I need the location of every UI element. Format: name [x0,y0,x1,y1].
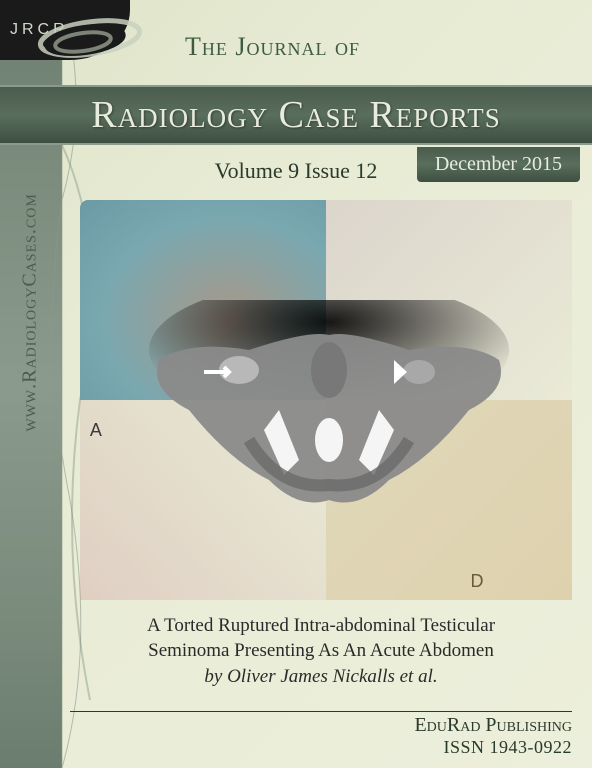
journal-prefix: The Journal of [185,32,360,62]
panel-label-a: A [90,420,102,441]
swirl-logo-icon [35,8,145,78]
publisher-name: EduRad Publishing [414,714,572,737]
composite-image: A D [80,200,572,600]
issue-date: December 2015 [417,147,580,182]
website-url: www.RadiologyCases.com [19,193,42,431]
publisher-block: EduRad Publishing ISSN 1943-0922 [414,714,572,758]
article-title-line2: Seminoma Presenting As An Acute Abdomen [80,638,562,664]
footer-divider [70,711,572,712]
article-title-line1: A Torted Ruptured Intra-abdominal Testic… [80,613,562,639]
volume-issue: Volume 9 Issue 12 [215,158,378,184]
panel-label-d: D [470,571,483,592]
article-authors: by Oliver James Nickalls et al. [80,666,562,688]
issn-number: ISSN 1943-0922 [414,737,572,758]
ct-scan-icon [129,300,529,520]
title-bar: Radiology Case Reports [0,85,592,145]
journal-main-title: Radiology Case Reports [91,93,500,137]
journal-cover: JRCR The Journal of Radiology Case Repor… [0,0,592,768]
featured-article: A Torted Ruptured Intra-abdominal Testic… [80,613,562,688]
cover-figure: A D [80,200,572,600]
